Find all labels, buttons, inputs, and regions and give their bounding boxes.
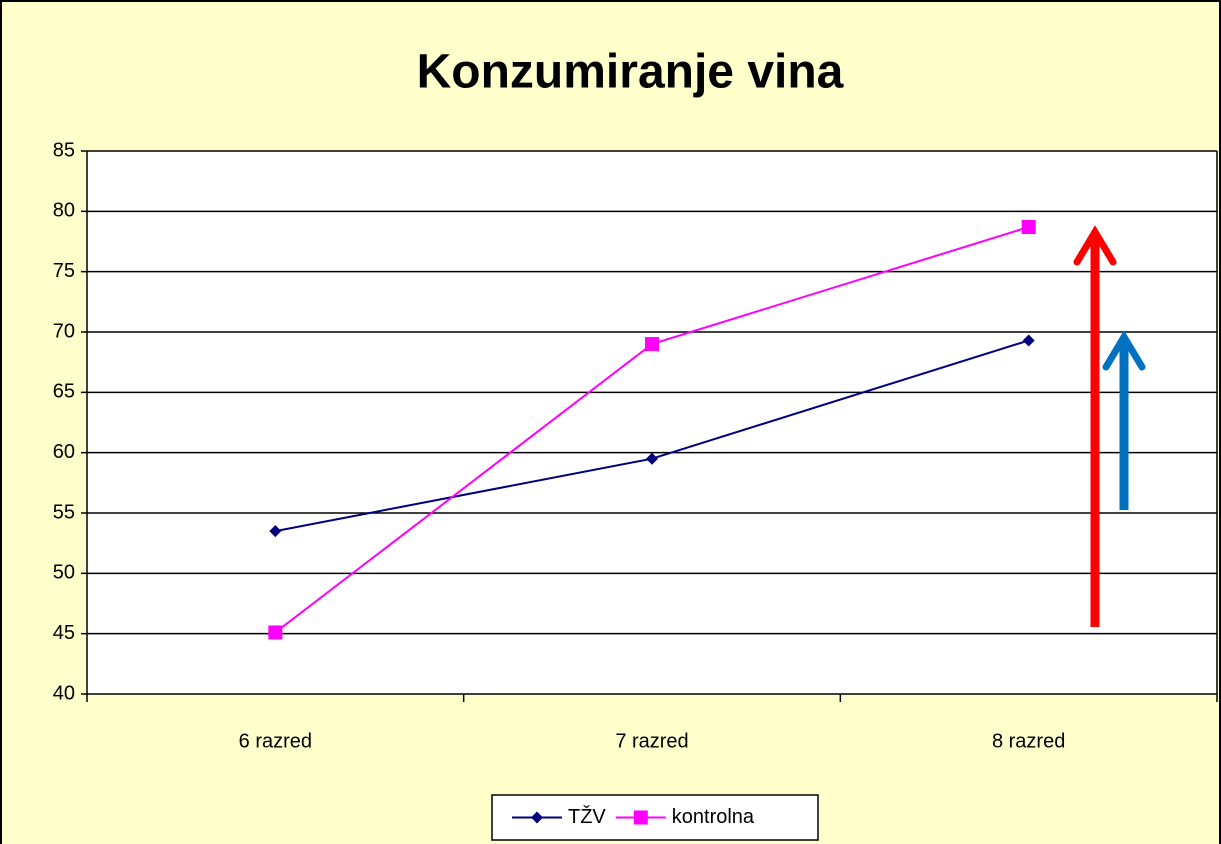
square-marker [268, 625, 283, 640]
square-marker [1021, 220, 1036, 235]
y-tick-label: 40 [53, 682, 75, 704]
diamond-marker [646, 452, 658, 465]
y-tick-label: 70 [53, 320, 75, 342]
y-tick-label: 65 [53, 381, 75, 403]
y-tick-label: 50 [53, 562, 75, 584]
y-tick-label: 45 [53, 622, 75, 644]
x-tick-label: 8 razred [992, 730, 1065, 752]
diamond-marker [269, 525, 282, 538]
chart-title: Konzumiranje vina [417, 46, 844, 99]
diamond-marker [531, 811, 543, 824]
legend-label: kontrolna [672, 806, 755, 828]
square-marker [645, 337, 659, 352]
x-tick-label: 7 razred [615, 730, 688, 752]
red-arrow-head [1073, 225, 1117, 266]
square-marker [633, 810, 648, 825]
diamond-marker [1022, 334, 1035, 347]
y-tick-label: 75 [53, 260, 75, 282]
annotation-arrows [1073, 225, 1146, 627]
y-tick-label: 55 [53, 501, 75, 523]
y-tick-label: 80 [53, 200, 75, 222]
y-tick-label: 85 [53, 139, 75, 161]
x-tick-label: 6 razred [239, 730, 312, 752]
legend-label: TŽV [568, 805, 606, 828]
y-tick-label: 60 [53, 441, 75, 463]
blue-arrow-head [1102, 330, 1146, 371]
plot-area [87, 151, 1217, 694]
